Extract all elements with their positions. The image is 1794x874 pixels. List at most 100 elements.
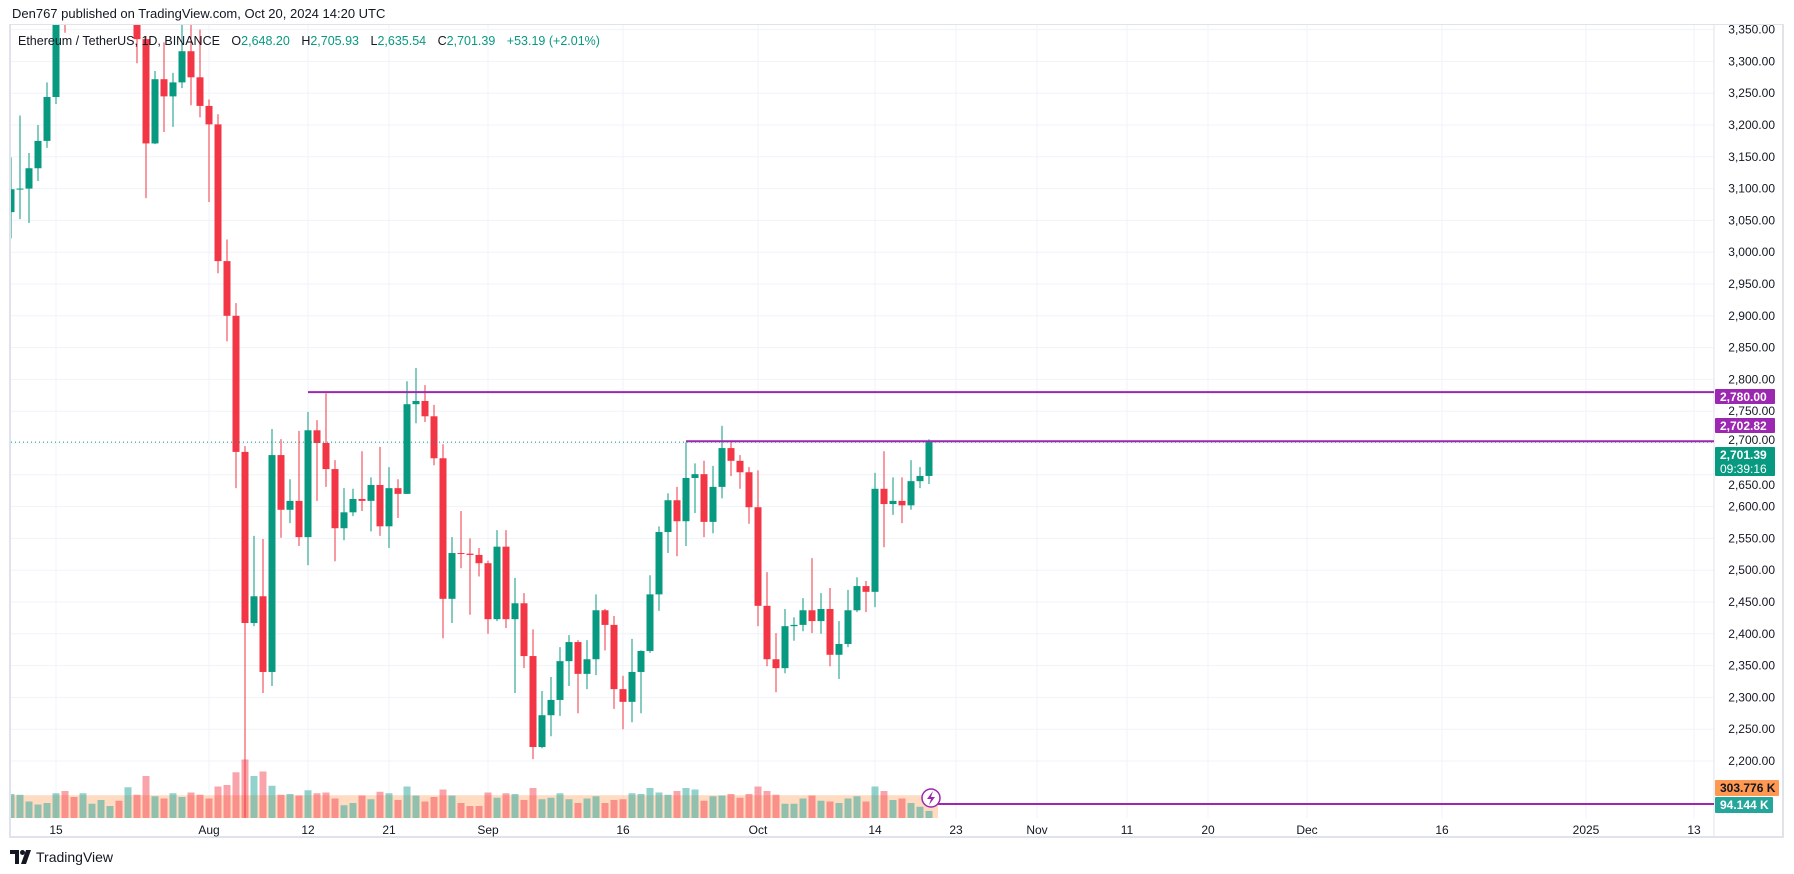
candle — [880, 451, 888, 548]
volume-bar — [52, 793, 60, 818]
volume-bar — [538, 799, 546, 818]
volume-bar — [916, 806, 924, 818]
candle-body — [601, 610, 609, 625]
volume-bar — [88, 803, 96, 818]
drawings — [11, 391, 1714, 808]
candle-body — [907, 481, 915, 506]
candle-body — [889, 500, 897, 505]
low-value: 2,635.54 — [377, 34, 427, 48]
volume-bar — [601, 803, 609, 818]
high-value: 2,705.93 — [310, 34, 360, 48]
volume-bar — [565, 799, 573, 818]
volume-bar — [547, 797, 555, 818]
candle — [394, 479, 402, 519]
volume-bar — [160, 798, 168, 818]
y-tick-label: 3,300.00 — [1728, 54, 1775, 68]
candle — [592, 594, 600, 676]
volume-bar — [880, 791, 888, 818]
x-tick-label: 12 — [301, 823, 315, 837]
volume-bar — [907, 803, 915, 818]
volume-bar — [484, 792, 492, 818]
candle-body — [439, 458, 447, 599]
candle-body — [547, 699, 555, 716]
brand-name: TradingView — [36, 849, 114, 865]
volume-bar — [745, 794, 753, 818]
volume-bar — [34, 804, 42, 818]
candle — [646, 575, 654, 653]
candle — [286, 479, 294, 524]
volume-bar — [646, 788, 654, 818]
volume-bar — [385, 793, 393, 818]
candle — [52, 25, 60, 105]
volume-bar — [187, 792, 195, 818]
candle-body — [718, 448, 726, 487]
candle-body — [529, 656, 537, 748]
volume-bar — [214, 786, 222, 818]
candle-body — [43, 97, 51, 141]
candle-body — [610, 624, 618, 690]
candle — [727, 442, 735, 477]
volume-bar — [511, 794, 519, 818]
candle — [331, 460, 339, 562]
candle-body — [223, 261, 231, 316]
candle — [80, 0, 87, 14]
lightning-icon[interactable] — [921, 788, 941, 808]
candle-body — [781, 626, 789, 669]
volume-bar — [259, 771, 267, 818]
candle-body — [736, 460, 744, 473]
volume-bar — [637, 794, 645, 818]
y-tick-label: 2,200.00 — [1728, 754, 1775, 768]
candle-body — [745, 472, 753, 508]
tradingview-logo[interactable]: TradingView — [10, 849, 113, 865]
change-value: +53.19 (+2.01%) — [506, 34, 600, 48]
candle — [125, 0, 132, 4]
candle-body — [11, 189, 15, 213]
candle — [457, 511, 465, 569]
volume-bar — [718, 795, 726, 818]
volume-bar — [142, 776, 150, 818]
candle-body — [142, 39, 150, 144]
publish-line: Den767 published on TradingView.com, Oct… — [12, 6, 386, 21]
candle-body — [232, 315, 240, 452]
price-label-2780: 2,780.00 — [1715, 389, 1775, 404]
candle — [439, 444, 447, 639]
candle — [655, 526, 663, 611]
volume-bar — [700, 800, 708, 818]
volume-bar — [70, 797, 78, 818]
candle — [538, 691, 546, 749]
candle-body — [133, 25, 141, 40]
volume-last-label: 94.144 K — [1715, 797, 1773, 813]
candle-body — [916, 475, 924, 482]
x-tick-label: 16 — [1435, 823, 1449, 837]
volume-bar — [628, 793, 636, 818]
y-tick-label: 2,550.00 — [1728, 531, 1775, 545]
candle — [826, 588, 834, 667]
volume-bar — [826, 801, 834, 818]
volume-bar — [358, 795, 366, 818]
candle — [763, 572, 771, 667]
volume-bar — [430, 797, 438, 818]
candle — [466, 538, 474, 615]
volume-bar — [709, 796, 717, 818]
volume-bar — [457, 803, 465, 818]
y-tick-label: 3,050.00 — [1728, 213, 1775, 227]
volume-bar — [889, 800, 897, 818]
candle — [583, 640, 591, 690]
candle-body — [340, 512, 348, 529]
volume-bar — [151, 796, 159, 818]
candle — [232, 303, 240, 489]
volume-bar — [790, 803, 798, 818]
candles — [11, 0, 933, 818]
candle — [403, 381, 411, 494]
price-axis[interactable]: 2,200.00 2,250.00 2,300.00 2,350.00 2,400.00… — [1728, 23, 1775, 768]
price-label-2780-text: 2,780.00 — [1720, 390, 1767, 404]
y-tick-label: 3,150.00 — [1728, 150, 1775, 164]
time-axis[interactable]: 15 Aug 12 21 Sep 16 Oct 14 23 Nov 11 20 Dec 16 2025 13 — [49, 823, 1701, 837]
volume-bar — [133, 794, 141, 818]
candle — [637, 650, 645, 714]
volume-bar — [106, 806, 114, 818]
candle-body — [880, 488, 888, 505]
symbol-name[interactable]: Ethereum / TetherUS, 1D, BINANCE — [18, 34, 220, 48]
candle — [187, 25, 195, 106]
